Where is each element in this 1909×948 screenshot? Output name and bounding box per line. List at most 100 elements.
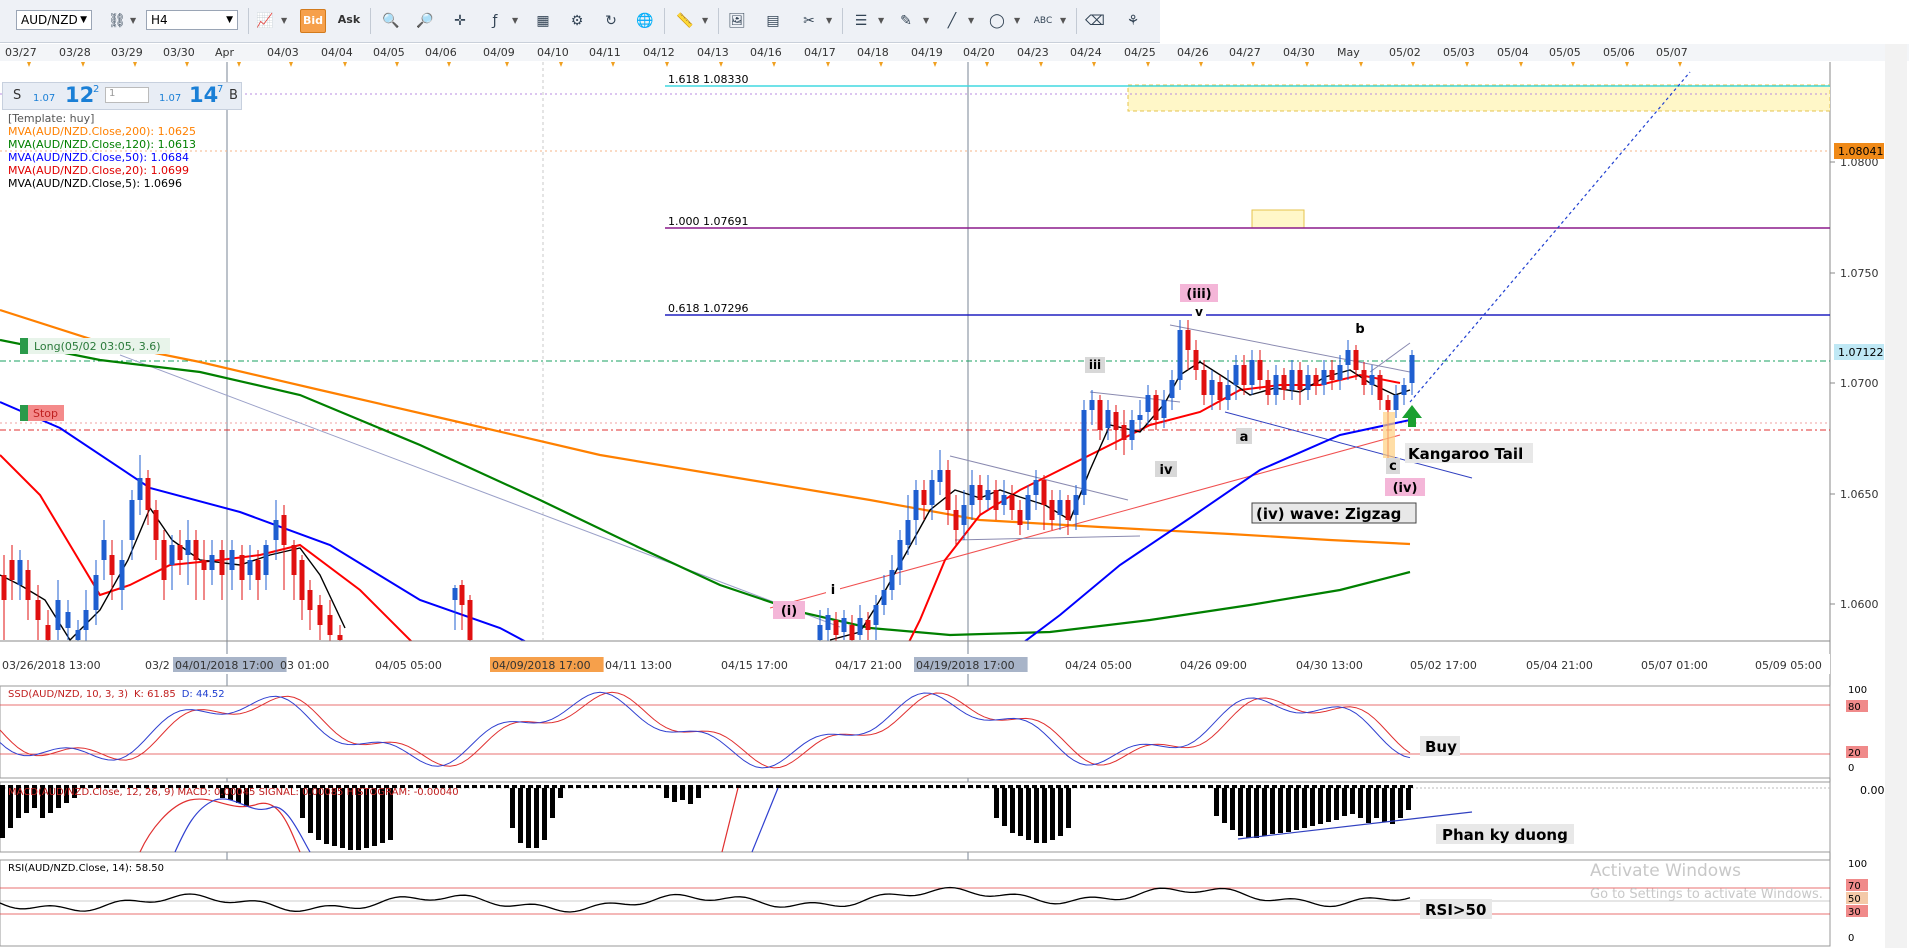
- trendline[interactable]: [1369, 342, 1411, 373]
- candle-body[interactable]: [1177, 330, 1183, 380]
- ssd-pane[interactable]: [0, 685, 1831, 779]
- trendline[interactable]: [954, 535, 1141, 541]
- chevron-down-icon[interactable]: ▼: [968, 16, 975, 25]
- candle-body[interactable]: [1241, 365, 1247, 385]
- candle-body[interactable]: [201, 560, 207, 570]
- candle-body[interactable]: [291, 545, 297, 575]
- candle-body[interactable]: [137, 478, 143, 500]
- candle-body[interactable]: [299, 560, 305, 600]
- candle-body[interactable]: [1025, 495, 1031, 520]
- trendline[interactable]: [119, 354, 841, 628]
- hierarchy-icon[interactable]: ⚘: [1126, 13, 1140, 29]
- candle-body[interactable]: [1033, 480, 1039, 495]
- candle-body[interactable]: [459, 585, 465, 605]
- candle-body[interactable]: [1065, 500, 1071, 520]
- candle-body[interactable]: [873, 605, 879, 625]
- candle-body[interactable]: [1361, 370, 1367, 385]
- candle-body[interactable]: [841, 618, 847, 632]
- candle-body[interactable]: [1233, 365, 1239, 385]
- candle-body[interactable]: [1321, 370, 1327, 385]
- pencil-icon[interactable]: ✎: [900, 13, 912, 29]
- grid-icon[interactable]: ▤: [766, 13, 780, 29]
- candle-body[interactable]: [247, 560, 253, 575]
- candle-body[interactable]: [1073, 495, 1079, 515]
- candle-body[interactable]: [1273, 375, 1279, 395]
- candle-body[interactable]: [1377, 375, 1383, 400]
- candle-body[interactable]: [817, 625, 823, 640]
- candle-body[interactable]: [1137, 415, 1143, 420]
- quantity-input[interactable]: 1: [105, 87, 149, 103]
- candle-body[interactable]: [1161, 400, 1167, 418]
- candle-body[interactable]: [857, 618, 863, 635]
- globe-icon[interactable]: 🌐: [636, 13, 654, 29]
- trendline[interactable]: [1169, 324, 1411, 373]
- candle-body[interactable]: [229, 550, 235, 570]
- candle-body[interactable]: [1393, 395, 1399, 410]
- candle-body[interactable]: [1385, 400, 1391, 410]
- main-pane[interactable]: [0, 62, 1830, 641]
- candle-body[interactable]: [1217, 382, 1223, 400]
- candle-body[interactable]: [1329, 370, 1335, 380]
- candle-body[interactable]: [219, 550, 225, 575]
- candle-body[interactable]: [1353, 350, 1359, 370]
- candle-body[interactable]: [307, 590, 313, 610]
- image-icon[interactable]: 🖼: [728, 13, 746, 29]
- candle-body[interactable]: [937, 470, 943, 482]
- candle-body[interactable]: [263, 545, 269, 575]
- candle-body[interactable]: [1169, 380, 1175, 398]
- long-order-tag[interactable]: [20, 338, 170, 354]
- eraser-icon[interactable]: ⌫: [1085, 13, 1105, 29]
- template-icon[interactable]: ▦: [536, 13, 550, 29]
- trendline[interactable]: [769, 434, 1401, 609]
- indicator-icon[interactable]: ƒ: [492, 13, 498, 29]
- candle-body[interactable]: [849, 625, 855, 640]
- candle-body[interactable]: [1369, 375, 1375, 385]
- text-tool-icon[interactable]: ABC: [1033, 16, 1053, 26]
- candle-body[interactable]: [17, 560, 23, 585]
- candle-body[interactable]: [1209, 380, 1215, 395]
- chevron-down-icon[interactable]: ▼: [878, 16, 885, 25]
- candle-body[interactable]: [193, 540, 199, 560]
- candle-body[interactable]: [93, 575, 99, 610]
- candle-body[interactable]: [129, 500, 135, 540]
- candle-body[interactable]: [9, 560, 15, 580]
- candle-body[interactable]: [897, 540, 903, 570]
- chevron-down-icon[interactable]: ▼: [512, 16, 519, 25]
- candle-body[interactable]: [865, 620, 871, 630]
- chevron-down-icon[interactable]: ▼: [1014, 16, 1021, 25]
- chart-type-icon[interactable]: 📈: [256, 13, 274, 29]
- candle-body[interactable]: [1081, 410, 1087, 495]
- candle-body[interactable]: [969, 485, 975, 505]
- candle-body[interactable]: [825, 615, 831, 630]
- candle-body[interactable]: [1113, 412, 1119, 430]
- candle-body[interactable]: [83, 610, 89, 630]
- candle-body[interactable]: [1001, 495, 1007, 505]
- candle-body[interactable]: [1145, 395, 1151, 412]
- candle-body[interactable]: [1193, 350, 1199, 370]
- candle-body[interactable]: [55, 600, 61, 630]
- candle-body[interactable]: [1265, 380, 1271, 395]
- candle-body[interactable]: [1153, 395, 1159, 420]
- timeframe-select[interactable]: H4 ▼: [146, 10, 238, 30]
- candle-body[interactable]: [1185, 330, 1191, 350]
- sell-label[interactable]: S: [13, 88, 22, 103]
- candle-body[interactable]: [35, 600, 41, 620]
- buy-price-big[interactable]: 14: [189, 83, 219, 107]
- lines-icon[interactable]: ☰: [854, 13, 868, 29]
- candle-body[interactable]: [993, 490, 999, 510]
- candle-body[interactable]: [1257, 360, 1263, 380]
- candle-body[interactable]: [889, 570, 895, 590]
- candle-body[interactable]: [961, 505, 967, 525]
- candle-body[interactable]: [327, 615, 333, 635]
- candle-body[interactable]: [209, 555, 215, 570]
- candle-body[interactable]: [1289, 370, 1295, 390]
- candle-body[interactable]: [109, 555, 115, 575]
- candle-body[interactable]: [101, 540, 107, 560]
- candle-body[interactable]: [1057, 500, 1063, 515]
- candle-body[interactable]: [169, 545, 175, 565]
- stop-order-tag[interactable]: [20, 405, 64, 421]
- candle-body[interactable]: [1041, 480, 1047, 505]
- candle-body[interactable]: [337, 635, 343, 640]
- candle-body[interactable]: [1297, 370, 1303, 390]
- ask-button[interactable]: Ask: [337, 13, 361, 26]
